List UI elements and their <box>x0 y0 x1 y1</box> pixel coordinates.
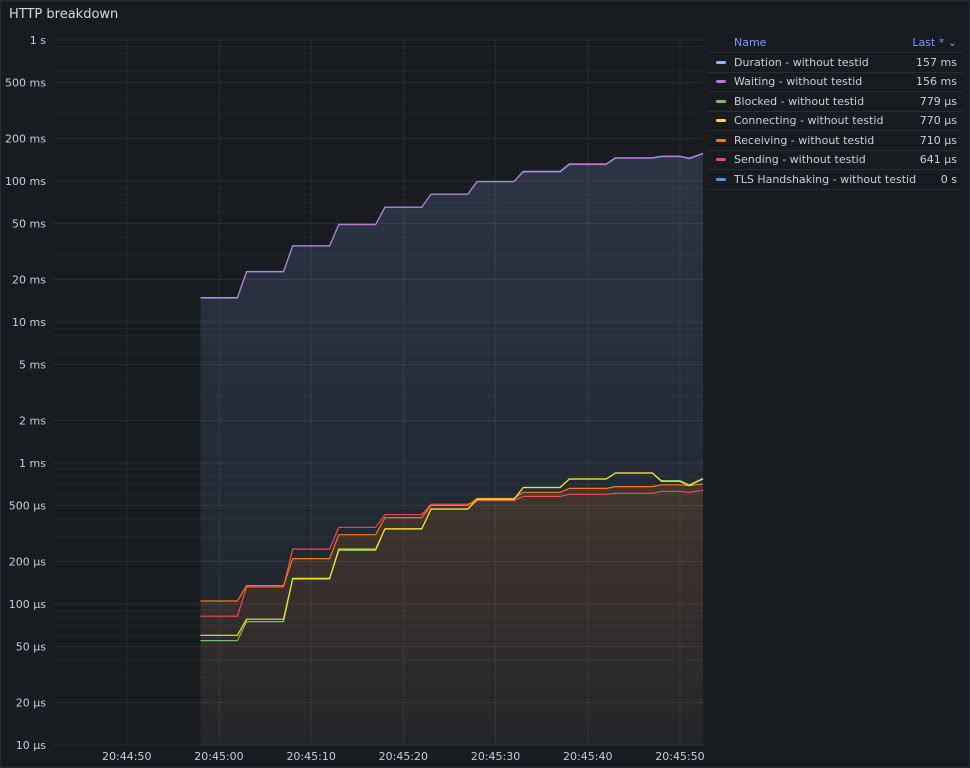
y-tick-label: 500 µs <box>9 499 46 512</box>
legend-series-name: Connecting - without testid <box>734 114 884 128</box>
legend-row[interactable]: Blocked - without testid 779 µs <box>708 92 963 112</box>
y-tick-label: 10 µs <box>16 739 46 752</box>
legend-last-value: 641 µs <box>919 153 957 167</box>
legend-swatch <box>716 80 726 84</box>
y-tick-label: 1 ms <box>19 457 46 470</box>
legend-swatch <box>716 158 726 162</box>
y-tick-label: 200 ms <box>5 133 46 146</box>
legend-last-header[interactable]: Last * ⌄ <box>912 34 957 52</box>
y-tick-label: 50 µs <box>16 640 46 653</box>
legend-last-label: Last * <box>912 36 945 49</box>
legend-swatch <box>716 177 726 181</box>
legend-last-value: 710 µs <box>919 133 957 147</box>
legend-swatch <box>716 138 726 142</box>
x-tick-label: 20:44:50 <box>102 750 151 763</box>
series-line <box>200 483 704 602</box>
y-tick-label: 50 ms <box>12 217 46 230</box>
series-line <box>200 153 704 299</box>
y-tick-label: 1 s <box>30 34 46 47</box>
legend-last-value: 779 µs <box>919 94 957 108</box>
legend-table: Name Last * ⌄ Duration - without testid 1… <box>708 34 963 190</box>
y-tick-label: 2 ms <box>19 415 46 428</box>
legend-row[interactable]: Duration - without testid 157 ms <box>708 53 963 73</box>
legend-last-value: 770 µs <box>919 114 957 128</box>
legend-series-name: Waiting - without testid <box>734 75 863 89</box>
y-tick-label: 10 ms <box>12 316 46 329</box>
series-area-receiving <box>200 484 703 745</box>
legend-series-name: Receiving - without testid <box>734 133 875 147</box>
legend-name-header[interactable]: Name <box>734 36 767 49</box>
y-tick-label: 20 µs <box>16 697 46 710</box>
legend-row[interactable]: TLS Handshaking - without testid 0 s <box>708 170 963 190</box>
panel-title[interactable]: HTTP breakdown <box>9 7 119 22</box>
legend-series-name: TLS Handshaking - without testid <box>734 172 917 186</box>
x-tick-label: 20:45:50 <box>655 750 704 763</box>
legend-row[interactable]: Sending - without testid 641 µs <box>708 151 963 170</box>
x-tick-label: 20:45:10 <box>286 750 335 763</box>
y-tick-label: 100 ms <box>5 175 46 188</box>
legend-last-value: 157 ms <box>916 55 957 69</box>
legend-row[interactable]: Waiting - without testid 156 ms <box>708 73 963 92</box>
y-tick-label: 500 ms <box>5 76 46 89</box>
legend-header: Name Last * ⌄ <box>708 34 963 53</box>
y-tick-label: 20 ms <box>12 274 46 287</box>
legend-last-value: 156 ms <box>916 75 957 89</box>
legend-swatch <box>716 99 726 103</box>
y-tick-label: 100 µs <box>9 598 46 611</box>
legend-series-name: Duration - without testid <box>734 55 869 69</box>
legend-swatch <box>716 60 726 64</box>
y-tick-label: 200 µs <box>9 556 46 569</box>
legend-swatch <box>716 119 726 123</box>
legend-row[interactable]: Connecting - without testid 770 µs <box>708 112 963 131</box>
x-tick-label: 20:45:40 <box>563 750 612 763</box>
y-tick-label: 5 ms <box>19 358 46 371</box>
legend-series-name: Blocked - without testid <box>734 94 865 108</box>
time-series-chart[interactable]: 1 s 500 ms 200 ms 100 ms 50 ms 20 ms 10 ms 5 ms… <box>1 1 706 767</box>
chevron-down-icon: ⌄ <box>947 36 957 49</box>
series-line <box>200 472 704 636</box>
x-tick-label: 20:45:30 <box>471 750 520 763</box>
legend-row[interactable]: Receiving - without testid 710 µs <box>708 131 963 151</box>
legend-last-value: 0 s <box>940 172 957 186</box>
x-tick-label: 20:45:00 <box>194 750 243 763</box>
x-tick-label: 20:45:20 <box>379 750 428 763</box>
legend-series-name: Sending - without testid <box>734 153 866 167</box>
